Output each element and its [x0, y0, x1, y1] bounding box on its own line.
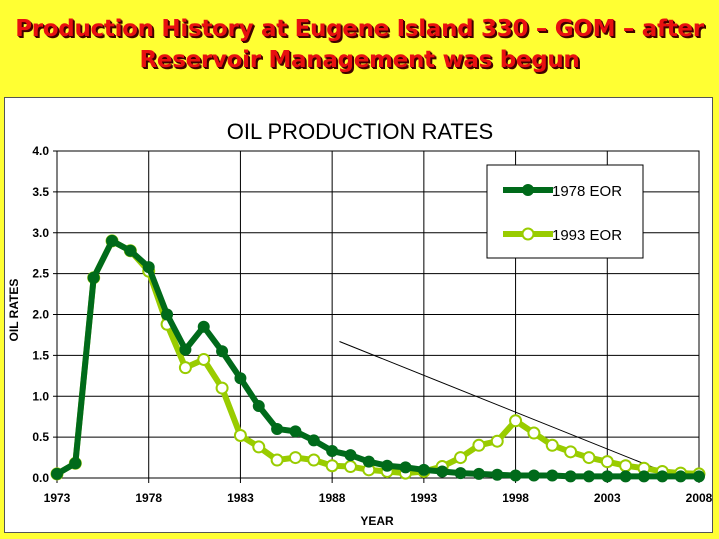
- data-point: [197, 352, 211, 366]
- y-tick-label: 0.5: [32, 430, 49, 444]
- data-point: [87, 271, 100, 284]
- legend-label: 1993 EOR: [552, 227, 622, 244]
- data-point: [601, 470, 614, 483]
- x-tick-label: 1973: [44, 491, 71, 505]
- data-point: [178, 361, 192, 375]
- y-tick-label: 3.5: [32, 185, 49, 199]
- data-point: [307, 434, 320, 447]
- legend-swatch-marker: [521, 227, 535, 241]
- data-point: [69, 457, 82, 470]
- data-point: [656, 470, 669, 483]
- x-tick-label: 1978: [135, 491, 162, 505]
- x-tick-label: 1988: [319, 491, 346, 505]
- data-point: [325, 459, 339, 473]
- x-tick-label: 2003: [594, 491, 621, 505]
- data-point: [546, 469, 559, 482]
- legend-swatch-marker: [522, 184, 534, 196]
- data-point: [381, 459, 394, 472]
- data-point: [582, 451, 596, 465]
- data-point: [619, 459, 633, 473]
- data-point: [233, 428, 247, 442]
- data-point: [693, 470, 705, 483]
- data-point: [527, 469, 540, 482]
- data-point: [271, 422, 284, 435]
- data-point: [509, 414, 523, 428]
- data-point: [343, 460, 357, 474]
- data-point: [270, 453, 284, 467]
- y-tick-label: 2.0: [32, 308, 49, 322]
- x-axis-title: YEAR: [360, 514, 394, 528]
- data-point: [215, 381, 229, 395]
- data-point: [527, 426, 541, 440]
- data-point: [637, 470, 650, 483]
- data-point: [436, 465, 449, 478]
- y-tick-label: 1.5: [32, 348, 49, 362]
- data-point: [234, 372, 247, 385]
- y-axis-title: OIL RATES: [7, 279, 21, 342]
- data-point: [472, 438, 486, 452]
- chart-legend: 1978 EOR 1993 EOR: [486, 164, 644, 259]
- chart-frame: OIL PRODUCTION RATES 0.0 0.5 1.0 1.5 2.0 2.5 3…: [4, 97, 713, 533]
- data-point: [417, 463, 430, 476]
- y-tick-label: 0.0: [32, 471, 49, 485]
- data-point: [491, 468, 504, 481]
- y-tick-label: 1.0: [32, 389, 49, 403]
- data-point: [362, 455, 375, 468]
- slide-title-line-2: Reservoir Management was begun: [139, 47, 580, 73]
- data-point: [307, 453, 321, 467]
- y-tick-label: 3.0: [32, 226, 49, 240]
- data-point: [161, 308, 174, 321]
- slide-title-line-1: Production History at Eugene Island 330 …: [15, 16, 704, 42]
- data-point: [564, 445, 578, 459]
- legend-label: 1978 EOR: [552, 183, 622, 200]
- data-point: [472, 467, 485, 480]
- data-point: [216, 345, 229, 358]
- data-point: [454, 451, 468, 465]
- trend-line: [339, 341, 672, 476]
- data-point: [600, 455, 614, 469]
- data-point: [582, 470, 595, 483]
- chart-series: [50, 234, 706, 483]
- x-tick-label: 2008: [686, 491, 712, 505]
- data-point: [490, 434, 504, 448]
- data-point: [197, 320, 210, 333]
- legend-box: [486, 164, 644, 259]
- x-tick-label: 1998: [502, 491, 529, 505]
- data-point: [674, 470, 687, 483]
- data-point: [106, 234, 119, 247]
- data-point: [454, 467, 467, 480]
- data-point: [326, 445, 339, 458]
- x-tick-label: 1993: [411, 491, 438, 505]
- data-point: [289, 425, 302, 438]
- x-tick-label: 1983: [227, 491, 254, 505]
- chart-annotations: [339, 341, 672, 476]
- data-point: [142, 261, 155, 274]
- data-point: [288, 451, 302, 465]
- data-point: [179, 343, 192, 356]
- data-point: [124, 244, 137, 257]
- chart-axes: 0.0 0.5 1.0 1.5 2.0 2.5 3.0 3.5 4.0 1973 1978 1983 1…: [32, 144, 712, 505]
- data-point: [564, 470, 577, 483]
- data-point: [509, 469, 522, 482]
- y-tick-label: 2.5: [32, 267, 49, 281]
- data-point: [252, 400, 265, 413]
- data-point: [252, 440, 266, 454]
- data-point: [51, 467, 63, 480]
- data-point: [619, 470, 632, 483]
- y-tick-label: 4.0: [32, 144, 49, 158]
- series-1978-eor: [51, 234, 705, 483]
- slide-title: Production History at Eugene Island 330 …: [0, 14, 719, 76]
- data-point: [344, 449, 357, 462]
- oil-production-chart: OIL PRODUCTION RATES 0.0 0.5 1.0 1.5 2.0 2.5 3…: [7, 119, 712, 528]
- data-point: [545, 438, 559, 452]
- data-point: [399, 461, 412, 474]
- chart-title: OIL PRODUCTION RATES: [227, 119, 493, 144]
